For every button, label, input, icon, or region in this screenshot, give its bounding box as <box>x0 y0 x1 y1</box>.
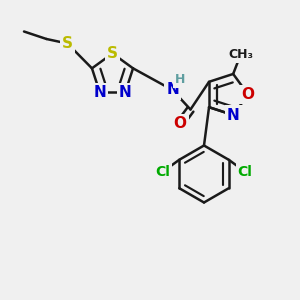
Text: N: N <box>227 107 239 122</box>
Text: N: N <box>93 85 106 100</box>
Text: CH₃: CH₃ <box>228 48 253 61</box>
Text: H: H <box>175 73 185 86</box>
Text: Cl: Cl <box>238 165 253 179</box>
Text: O: O <box>242 87 255 102</box>
Text: S: S <box>107 46 118 61</box>
Text: Cl: Cl <box>155 165 170 179</box>
Text: N: N <box>166 82 179 98</box>
Text: S: S <box>62 36 73 51</box>
Text: N: N <box>119 85 132 100</box>
Text: O: O <box>173 116 187 131</box>
